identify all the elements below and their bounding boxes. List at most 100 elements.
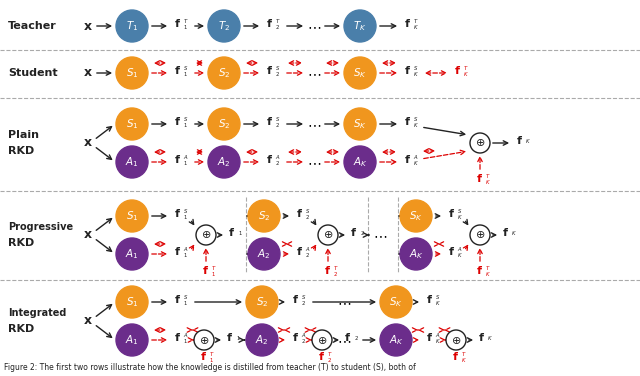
Text: $\mathbf{x}$: $\mathbf{x}$ xyxy=(83,314,93,327)
Ellipse shape xyxy=(208,108,240,140)
Text: $\mathbf{f}$: $\mathbf{f}$ xyxy=(175,17,182,29)
Text: $^T_K$: $^T_K$ xyxy=(485,265,491,279)
Text: $^A_K$: $^A_K$ xyxy=(457,246,463,261)
Text: Plain: Plain xyxy=(8,130,39,140)
Text: Integrated: Integrated xyxy=(8,308,67,318)
Ellipse shape xyxy=(116,146,148,178)
Text: $^T_2$: $^T_2$ xyxy=(327,350,333,365)
Text: $S_2$: $S_2$ xyxy=(218,117,230,131)
Text: $_K$: $_K$ xyxy=(525,138,531,146)
Text: $\mathbf{f}$: $\mathbf{f}$ xyxy=(426,331,433,343)
Text: $\oplus$: $\oplus$ xyxy=(475,229,485,241)
Text: $\mathbf{f}$: $\mathbf{f}$ xyxy=(266,17,273,29)
Text: $\cdots$: $\cdots$ xyxy=(307,117,321,131)
Text: $^S_2$: $^S_2$ xyxy=(305,208,310,223)
Ellipse shape xyxy=(344,146,376,178)
Text: $\mathbf{f}$: $\mathbf{f}$ xyxy=(266,64,273,76)
Text: $^S_2$: $^S_2$ xyxy=(275,115,281,130)
Text: $^T_K$: $^T_K$ xyxy=(485,173,491,188)
Text: $\mathbf{f}$: $\mathbf{f}$ xyxy=(452,350,460,362)
Text: $\mathbf{f}$: $\mathbf{f}$ xyxy=(175,115,182,127)
Text: $\mathbf{f}$: $\mathbf{f}$ xyxy=(227,331,234,343)
Circle shape xyxy=(446,330,466,350)
Text: $^A_K$: $^A_K$ xyxy=(435,332,441,346)
Ellipse shape xyxy=(248,238,280,270)
Text: $\mathbf{f}$: $\mathbf{f}$ xyxy=(324,264,332,276)
Text: $\mathbf{f}$: $\mathbf{f}$ xyxy=(175,331,182,343)
Text: $A_1$: $A_1$ xyxy=(125,155,139,169)
Text: $^A_K$: $^A_K$ xyxy=(413,153,419,168)
Text: $\cdots$: $\cdots$ xyxy=(337,333,351,347)
Text: $S_2$: $S_2$ xyxy=(218,66,230,80)
Text: $^T_1$: $^T_1$ xyxy=(211,265,217,279)
Text: $^A_1$: $^A_1$ xyxy=(183,246,189,261)
Text: $\mathbf{f}$: $\mathbf{f}$ xyxy=(404,17,412,29)
Text: $^T_2$: $^T_2$ xyxy=(275,18,281,32)
Text: $_2$: $_2$ xyxy=(360,230,365,238)
Text: $T_2$: $T_2$ xyxy=(218,19,230,33)
Ellipse shape xyxy=(116,108,148,140)
Ellipse shape xyxy=(116,200,148,232)
Text: $^S_K$: $^S_K$ xyxy=(457,208,463,223)
Ellipse shape xyxy=(344,10,376,42)
Text: $\mathbf{f}$: $\mathbf{f}$ xyxy=(344,331,351,343)
Text: $_2$: $_2$ xyxy=(353,335,358,343)
Text: $\cdots$: $\cdots$ xyxy=(307,66,321,80)
Ellipse shape xyxy=(116,324,148,356)
Text: $\mathbf{f}$: $\mathbf{f}$ xyxy=(175,64,182,76)
Text: $\cdots$: $\cdots$ xyxy=(307,19,321,33)
Text: $\cdots$: $\cdots$ xyxy=(307,155,321,169)
Text: RKD: RKD xyxy=(8,238,35,248)
Text: Progressive: Progressive xyxy=(8,222,73,232)
Text: $^S_1$: $^S_1$ xyxy=(183,115,189,130)
Ellipse shape xyxy=(208,146,240,178)
Text: $_1$: $_1$ xyxy=(236,335,241,343)
Text: $S_K$: $S_K$ xyxy=(353,66,367,80)
Text: $\mathbf{f}$: $\mathbf{f}$ xyxy=(404,64,412,76)
Text: $S_1$: $S_1$ xyxy=(125,209,138,223)
Ellipse shape xyxy=(116,238,148,270)
Text: $^T_1$: $^T_1$ xyxy=(209,350,215,365)
Text: $\oplus$: $\oplus$ xyxy=(317,335,327,346)
Text: $^S_1$: $^S_1$ xyxy=(183,208,189,223)
Text: $\mathbf{f}$: $\mathbf{f}$ xyxy=(200,350,207,362)
Text: $^A_2$: $^A_2$ xyxy=(301,332,307,346)
Text: $S_1$: $S_1$ xyxy=(125,295,138,309)
Text: $S_K$: $S_K$ xyxy=(353,117,367,131)
Text: $^T_1$: $^T_1$ xyxy=(183,18,189,32)
Text: $^A_1$: $^A_1$ xyxy=(183,332,189,346)
Text: $\mathbf{x}$: $\mathbf{x}$ xyxy=(83,20,93,32)
Text: $^A_2$: $^A_2$ xyxy=(275,153,281,168)
Text: $S_2$: $S_2$ xyxy=(256,295,268,309)
Ellipse shape xyxy=(116,10,148,42)
Text: $\mathbf{f}$: $\mathbf{f}$ xyxy=(477,172,483,184)
Text: $^A_1$: $^A_1$ xyxy=(183,153,189,168)
Ellipse shape xyxy=(208,10,240,42)
Text: Teacher: Teacher xyxy=(8,21,57,31)
Text: $\cdots$: $\cdots$ xyxy=(337,295,351,309)
Text: $^A_2$: $^A_2$ xyxy=(305,246,311,261)
Text: $^S_K$: $^S_K$ xyxy=(413,65,419,79)
Text: $A_K$: $A_K$ xyxy=(353,155,367,169)
Text: $^S_1$: $^S_1$ xyxy=(183,294,189,308)
Text: RKD: RKD xyxy=(8,146,35,156)
Ellipse shape xyxy=(208,57,240,89)
Text: $A_1$: $A_1$ xyxy=(125,333,139,347)
Text: $S_2$: $S_2$ xyxy=(258,209,270,223)
Text: $\mathbf{f}$: $\mathbf{f}$ xyxy=(449,245,456,257)
Text: $\mathbf{f}$: $\mathbf{f}$ xyxy=(516,134,524,146)
Text: $\cdots$: $\cdots$ xyxy=(373,228,387,242)
Ellipse shape xyxy=(344,57,376,89)
Text: $A_K$: $A_K$ xyxy=(408,247,424,261)
Text: $\mathbf{f}$: $\mathbf{f}$ xyxy=(175,207,182,219)
Ellipse shape xyxy=(116,57,148,89)
Text: $\mathbf{x}$: $\mathbf{x}$ xyxy=(83,67,93,79)
Text: $T_K$: $T_K$ xyxy=(353,19,367,33)
Text: $_1$: $_1$ xyxy=(237,230,243,238)
Text: $^T_K$: $^T_K$ xyxy=(461,350,467,365)
Circle shape xyxy=(470,225,490,245)
Text: $\mathbf{f}$: $\mathbf{f}$ xyxy=(477,264,483,276)
Ellipse shape xyxy=(246,324,278,356)
Text: $S_K$: $S_K$ xyxy=(389,295,403,309)
Text: $^T_2$: $^T_2$ xyxy=(333,265,339,279)
